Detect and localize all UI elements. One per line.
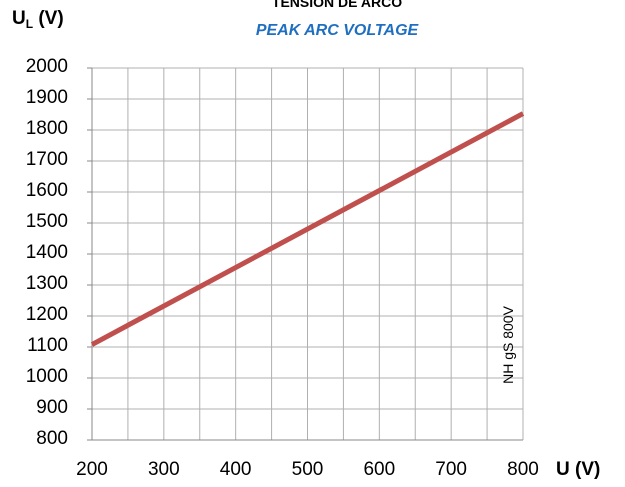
x-tick-label: 600 [363,459,396,480]
series-line [90,111,525,347]
curve-annotation: NH gS 800V [500,306,516,384]
y-tick-label: 1500 [25,211,68,232]
x-axis-label: U (V) [556,459,601,480]
y-tick-label: 1300 [25,273,68,294]
y-tick-label: 1800 [25,118,68,139]
y-tick-label: 800 [36,428,68,449]
chart-title: TENSION DE ARCO [271,0,403,10]
series-lines [90,111,525,347]
y-tick-label: 1400 [25,242,68,263]
y-tick-label: 1700 [25,149,68,170]
y-tick-label: 2000 [25,56,68,77]
x-tick-label: 800 [507,459,539,480]
x-tick-label: 300 [147,459,180,480]
y-axis-subscript: L [25,17,34,31]
y-tick-label: 1600 [25,180,68,201]
axes [87,67,523,441]
x-tick-label: 200 [76,459,108,480]
y-tick-label: 1000 [25,366,68,387]
grid [91,67,524,441]
x-tick-label: 400 [219,459,252,480]
x-tick-label: 700 [435,459,467,480]
x-tick-label: 500 [291,459,324,480]
y-tick-label: 1200 [25,304,68,325]
y-tick-label: 1900 [25,87,68,108]
chart-subtitle: PEAK ARC VOLTAGE [255,22,419,39]
y-tick-label: 900 [36,397,68,418]
y-axis-symbol: U [12,8,26,29]
y-axis-unit: (V) [38,8,64,29]
y-tick-label: 1100 [27,335,68,356]
y-axis-label: UL (V) [12,8,64,31]
